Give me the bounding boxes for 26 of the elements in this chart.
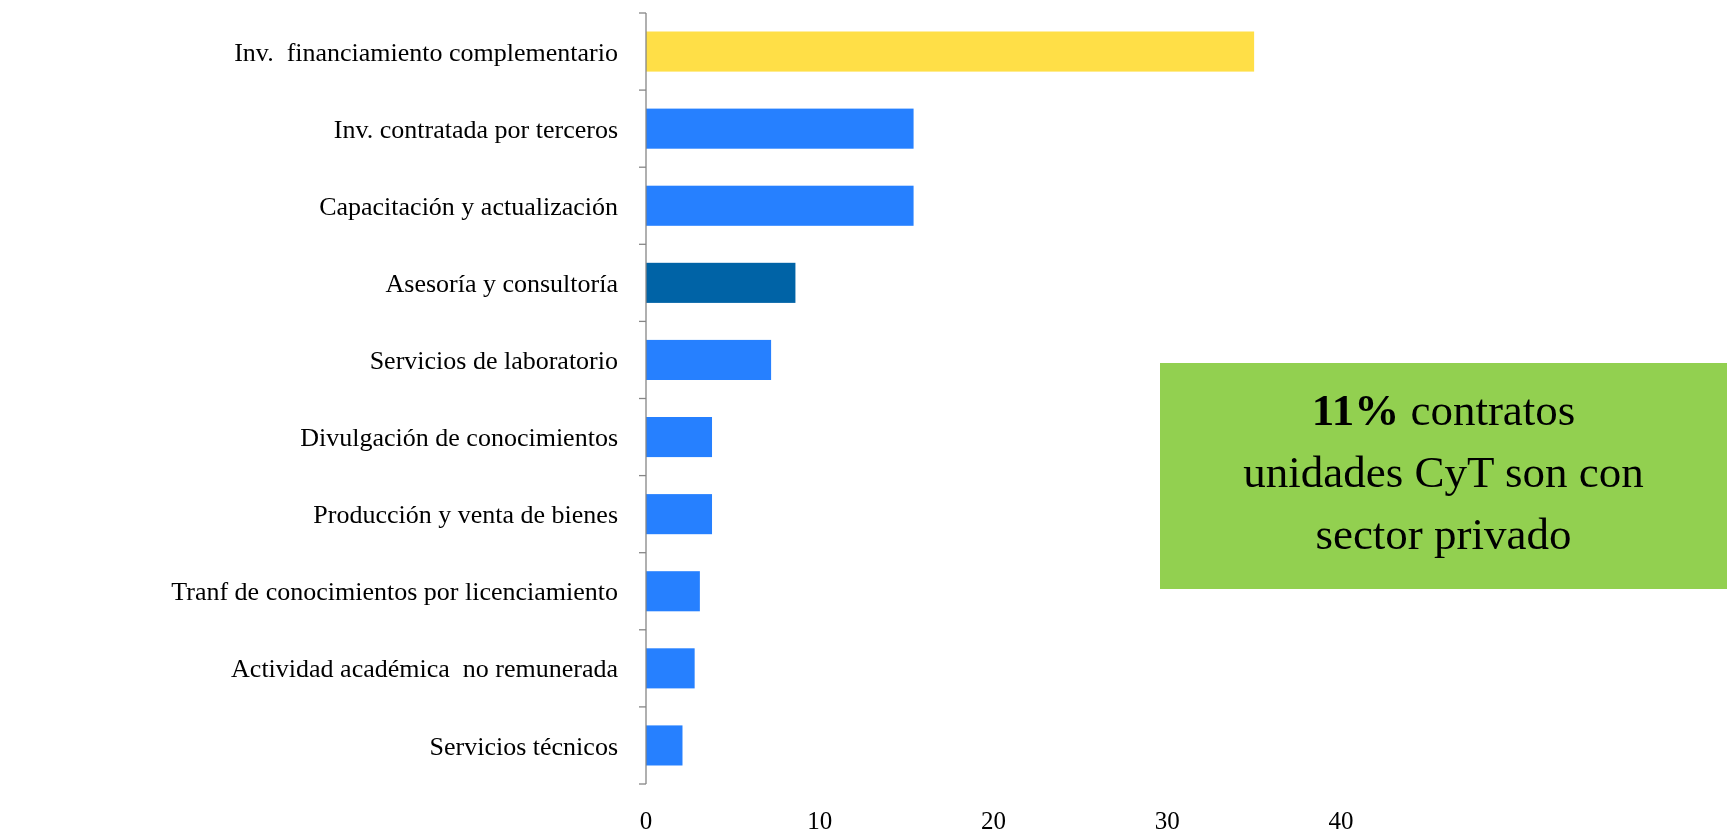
bar bbox=[646, 571, 700, 612]
y-tick-label: Asesoría y consultoría bbox=[385, 268, 619, 298]
x-tick-label: 40 bbox=[1328, 807, 1354, 834]
y-tick-label: Tranf de conocimientos por licenciamiento bbox=[171, 577, 618, 607]
y-tick-label: Servicios técnicos bbox=[429, 731, 618, 761]
x-tick-label: 10 bbox=[807, 807, 833, 834]
y-tick-label: Inv. contratada por terceros bbox=[333, 114, 618, 144]
x-tick-label: 20 bbox=[981, 807, 1006, 834]
y-tick-label: Actividad académica no remunerada bbox=[231, 654, 619, 684]
bar bbox=[646, 494, 713, 535]
bar bbox=[646, 108, 914, 149]
bar bbox=[646, 417, 713, 458]
y-tick-label: Divulgación de conocimientos bbox=[300, 423, 618, 453]
bar bbox=[646, 648, 695, 689]
bar bbox=[646, 262, 796, 303]
x-tick-label: 0 bbox=[639, 807, 653, 834]
bar bbox=[646, 725, 683, 766]
y-tick-label: Capacitación y actualización bbox=[319, 191, 618, 221]
y-tick-label: Producción y venta de bienes bbox=[313, 500, 618, 530]
bar bbox=[646, 339, 772, 380]
text: 11% contratos unidades CyT son con sector privado bbox=[1243, 385, 1644, 559]
y-tick-label: Inv. financiamiento complementario bbox=[234, 37, 618, 67]
y-tick-label: Servicios de laboratorio bbox=[369, 346, 618, 376]
x-tick-label: 30 bbox=[1154, 807, 1180, 834]
bar bbox=[646, 31, 1255, 72]
bar bbox=[646, 185, 914, 226]
